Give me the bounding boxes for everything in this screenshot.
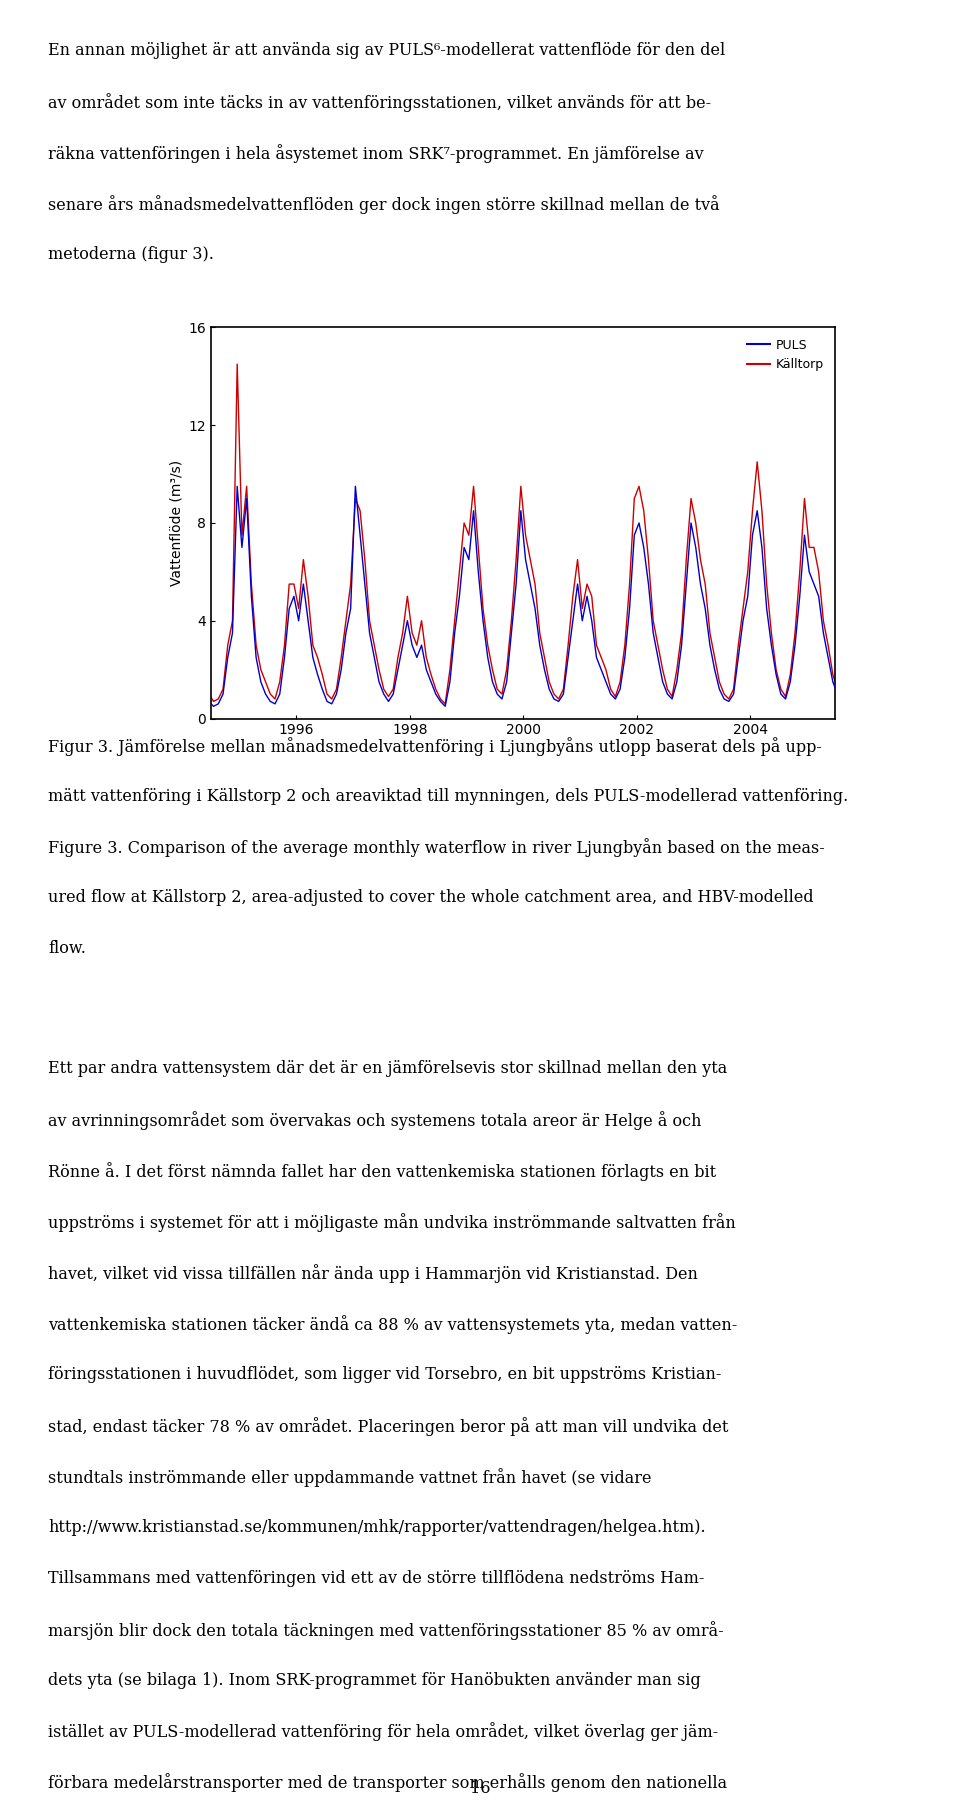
Text: Rönne å. I det först nämnda fallet har den vattenkemiska stationen förlagts en b: Rönne å. I det först nämnda fallet har d… [48, 1162, 716, 1181]
Legend: PULS, Källtorp: PULS, Källtorp [742, 333, 828, 377]
Text: uppströms i systemet för att i möjligaste mån undvika inströmmande saltvatten fr: uppströms i systemet för att i möjligast… [48, 1213, 735, 1231]
Text: Figur 3. Jämförelse mellan månadsmedelvattenföring i Ljungbyåns utlopp baserat d: Figur 3. Jämförelse mellan månadsmedelva… [48, 737, 822, 755]
Text: dets yta (se bilaga 1). Inom SRK-programmet för Hanöbukten använder man sig: dets yta (se bilaga 1). Inom SRK-program… [48, 1672, 701, 1688]
Text: mätt vattenföring i Källstorp 2 och areaviktad till mynningen, dels PULS-modelle: mätt vattenföring i Källstorp 2 och area… [48, 788, 849, 804]
Text: av avrinningsområdet som övervakas och systemens totala areor är Helge å och: av avrinningsområdet som övervakas och s… [48, 1111, 702, 1130]
Text: 16: 16 [469, 1781, 491, 1797]
Text: havet, vilket vid vissa tillfällen når ända upp i Hammarjön vid Kristianstad. De: havet, vilket vid vissa tillfällen når ä… [48, 1264, 698, 1282]
Text: ured flow at Källstorp 2, area-adjusted to cover the whole catchment area, and H: ured flow at Källstorp 2, area-adjusted … [48, 889, 814, 906]
Y-axis label: Vattenflöde (m³/s): Vattenflöde (m³/s) [169, 460, 183, 586]
Text: flow.: flow. [48, 940, 85, 957]
Text: vattenkemiska stationen täcker ändå ca 88 % av vattensystemets yta, medan vatten: vattenkemiska stationen täcker ändå ca 8… [48, 1315, 737, 1333]
Text: En annan möjlighet är att använda sig av PULS⁶-modellerat vattenflöde för den de: En annan möjlighet är att använda sig av… [48, 42, 725, 58]
Text: Figure 3. Comparison of the average monthly waterflow in river Ljungbyån based o: Figure 3. Comparison of the average mont… [48, 839, 825, 857]
Text: senare års månadsmedelvattenflöden ger dock ingen större skillnad mellan de två: senare års månadsmedelvattenflöden ger d… [48, 195, 720, 213]
Text: stad, endast täcker 78 % av området. Placeringen beror på att man vill undvika d: stad, endast täcker 78 % av området. Pla… [48, 1417, 729, 1435]
Text: stundtals inströmmande eller uppdammande vattnet från havet (se vidare: stundtals inströmmande eller uppdammande… [48, 1468, 652, 1486]
Text: Tillsammans med vattenföringen vid ett av de större tillflödena nedströms Ham-: Tillsammans med vattenföringen vid ett a… [48, 1570, 705, 1586]
Text: marsjön blir dock den totala täckningen med vattenföringsstationer 85 % av områ-: marsjön blir dock den totala täckningen … [48, 1621, 724, 1639]
Text: av området som inte täcks in av vattenföringsstationen, vilket används för att b: av området som inte täcks in av vattenfö… [48, 93, 711, 111]
Text: http://www.kristianstad.se/kommunen/mhk/rapporter/vattendragen/helgea.htm).: http://www.kristianstad.se/kommunen/mhk/… [48, 1519, 706, 1535]
Text: Ett par andra vattensystem där det är en jämförelsevis stor skillnad mellan den : Ett par andra vattensystem där det är en… [48, 1060, 728, 1077]
Text: förbara medelårstransporter med de transporter som erhålls genom den nationella: förbara medelårstransporter med de trans… [48, 1774, 727, 1792]
Text: föringsstationen i huvudflödet, som ligger vid Torsebro, en bit uppströms Kristi: föringsstationen i huvudflödet, som ligg… [48, 1366, 721, 1382]
Text: istället av PULS-modellerad vattenföring för hela området, vilket överlag ger jä: istället av PULS-modellerad vattenföring… [48, 1723, 718, 1741]
Text: räkna vattenföringen i hela åsystemet inom SRK⁷-programmet. En jämförelse av: räkna vattenföringen i hela åsystemet in… [48, 144, 704, 162]
Text: metoderna (figur 3).: metoderna (figur 3). [48, 246, 214, 262]
